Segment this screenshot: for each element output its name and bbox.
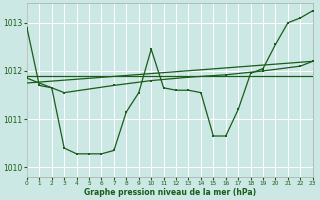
X-axis label: Graphe pression niveau de la mer (hPa): Graphe pression niveau de la mer (hPa) bbox=[84, 188, 256, 197]
